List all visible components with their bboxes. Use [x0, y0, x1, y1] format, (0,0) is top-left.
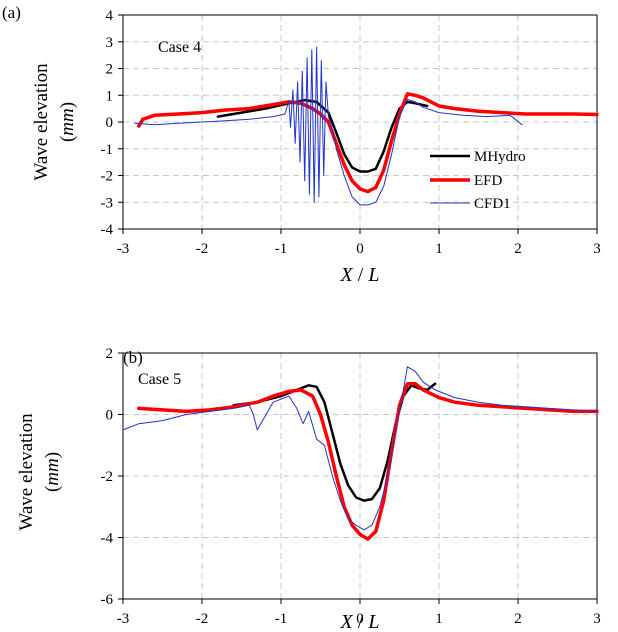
panel-b-series-cfd1 — [122, 366, 598, 531]
panel-b-y-tick-label: -2 — [101, 469, 114, 485]
panel-b-y-tick-label: 2 — [106, 346, 114, 362]
panel-b-xlabel-main: X — [340, 611, 354, 632]
panel-a-y-tick-label: -2 — [101, 169, 114, 185]
panel-b-xlabel: X / L — [340, 611, 380, 632]
panel-b: (b) -3 -2 -1 0 1 2 3 -6 -4 -2 0 2 Case 5 Wave eleva… — [16, 346, 601, 632]
panel-a-y-tick-label: -1 — [101, 142, 114, 158]
panel-b-x-tick-label: 2 — [514, 611, 522, 627]
panel-b-x-tick-label: 3 — [593, 611, 601, 627]
panel-a-x-tick-label: 1 — [435, 241, 443, 257]
panel-b-xlabel-sub: L — [367, 611, 379, 632]
panel-a-xlabel-main: X — [340, 264, 354, 286]
panel-a-x-tick-label: -2 — [196, 241, 209, 257]
legend-label-cfd1: CFD1 — [474, 196, 511, 212]
panel-b-label: (b) — [123, 348, 143, 367]
panel-a-x-tick-label: 0 — [356, 241, 364, 257]
panel-b-x-tick-label: -1 — [275, 611, 288, 627]
panel-a-ylabel-unit: (mm) — [57, 102, 78, 142]
panel-a-x-tick-label: -1 — [275, 241, 288, 257]
panel-b-xlabel-sep: / — [353, 611, 369, 632]
panel-b-case-annotation: Case 5 — [138, 371, 181, 388]
panel-a-x-tick-label: 2 — [514, 241, 522, 257]
panel-b-ylabel-unit-text: mm — [42, 458, 63, 485]
panel-a-series-cfd1 — [134, 46, 523, 206]
legend-label-efd: EFD — [474, 173, 503, 189]
panel-b-ylabel: Wave elevation — [16, 413, 37, 531]
panel-b-x-tick-label: -2 — [196, 611, 209, 627]
panel-b-series-efd — [137, 382, 599, 541]
panel-a-case-annotation: Case 4 — [158, 39, 201, 56]
panel-b-y-tick-label: -6 — [101, 592, 114, 608]
legend-label-mhydro: MHydro — [474, 149, 526, 165]
panel-a-xlabel-sep: / — [353, 264, 369, 286]
panel-a-legend: MHydro EFD CFD1 — [430, 149, 526, 212]
panel-b-x-tick-label: 1 — [435, 611, 443, 627]
panel-b-y-tick-label: -4 — [101, 531, 114, 547]
panel-a-x-tick-label: 3 — [593, 241, 601, 257]
panel-a-y-tick-label: 1 — [106, 88, 114, 104]
panel-b-x-tick-label: 0 — [356, 611, 364, 627]
panel-a-ylabel: Wave elevation — [31, 63, 52, 181]
panel-a-series-efd — [137, 92, 599, 194]
panel-a-y-tick-label: 3 — [106, 35, 114, 51]
panel-a-y-tick-label: 2 — [106, 62, 114, 78]
panel-a-xlabel-sub: L — [367, 264, 379, 286]
panel-a-label: (a) — [2, 3, 21, 22]
panel-a-x-tick-label: -3 — [117, 241, 130, 257]
panel-b-ylabel-unit: (mm) — [42, 452, 63, 492]
panel-b-y-tick-label: 0 — [106, 408, 114, 424]
panel-a-xlabel: X / L — [340, 264, 380, 286]
panel-a-ylabel-unit-text: mm — [57, 108, 78, 135]
panel-a-y-tick-label: -3 — [101, 195, 114, 211]
panel-b-x-tick-label: -3 — [117, 611, 130, 627]
panel-a-y-tick-label: -4 — [101, 222, 114, 238]
panel-a-y-tick-label: 0 — [106, 115, 114, 131]
panel-a-y-tick-label: 4 — [106, 8, 114, 24]
